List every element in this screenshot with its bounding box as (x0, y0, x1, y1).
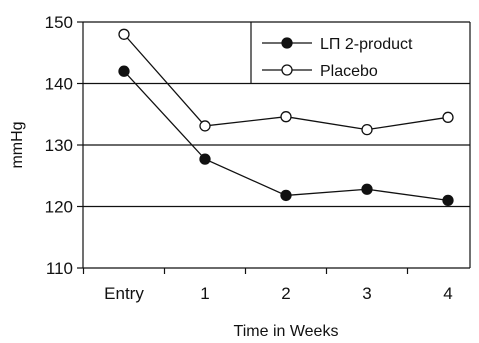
x-tick-label-1: 1 (200, 284, 209, 303)
x-tick-label-4: 4 (443, 284, 452, 303)
data-point-series-1-1 (199, 153, 211, 165)
data-point-series-1-2 (280, 189, 292, 202)
data-point-series-1-0 (118, 65, 130, 77)
x-tick-label-Entry: Entry (104, 284, 144, 303)
legend-marker-series-1 (281, 37, 293, 49)
x-tick-label-3: 3 (362, 284, 371, 303)
data-point-series-2-3 (361, 123, 373, 136)
data-point-series-2-1 (199, 120, 211, 132)
data-point-series-2-4 (442, 111, 454, 123)
y-tick-label-140: 140 (45, 75, 73, 94)
y-tick-label-120: 120 (45, 198, 73, 217)
data-point-series-1-3 (361, 183, 373, 195)
x-axis-title: Time in Weeks (234, 323, 339, 340)
series-line-1 (123, 70, 449, 201)
data-point-series-2-0 (118, 28, 130, 40)
data-series (118, 28, 454, 207)
data-point-series-1-4 (442, 194, 454, 207)
legend-label-series-1: LΠ 2-product (320, 36, 413, 53)
data-point-series-2-2 (280, 111, 292, 123)
x-tick-label-2: 2 (281, 284, 290, 303)
y-tick-label-110: 110 (46, 259, 73, 278)
legend-marker-series-2 (281, 64, 293, 76)
axes: 110 120 130 140 150 Entry 1 2 3 4 (45, 13, 471, 303)
y-axis-title: mmHg (9, 121, 26, 168)
gridlines (83, 21, 470, 208)
y-tick-label-130: 130 (45, 136, 73, 155)
y-tick-label-150: 150 (45, 13, 73, 32)
legend-label-series-2: Placebo (320, 63, 378, 80)
legend: LΠ 2-product Placebo (250, 22, 413, 83)
